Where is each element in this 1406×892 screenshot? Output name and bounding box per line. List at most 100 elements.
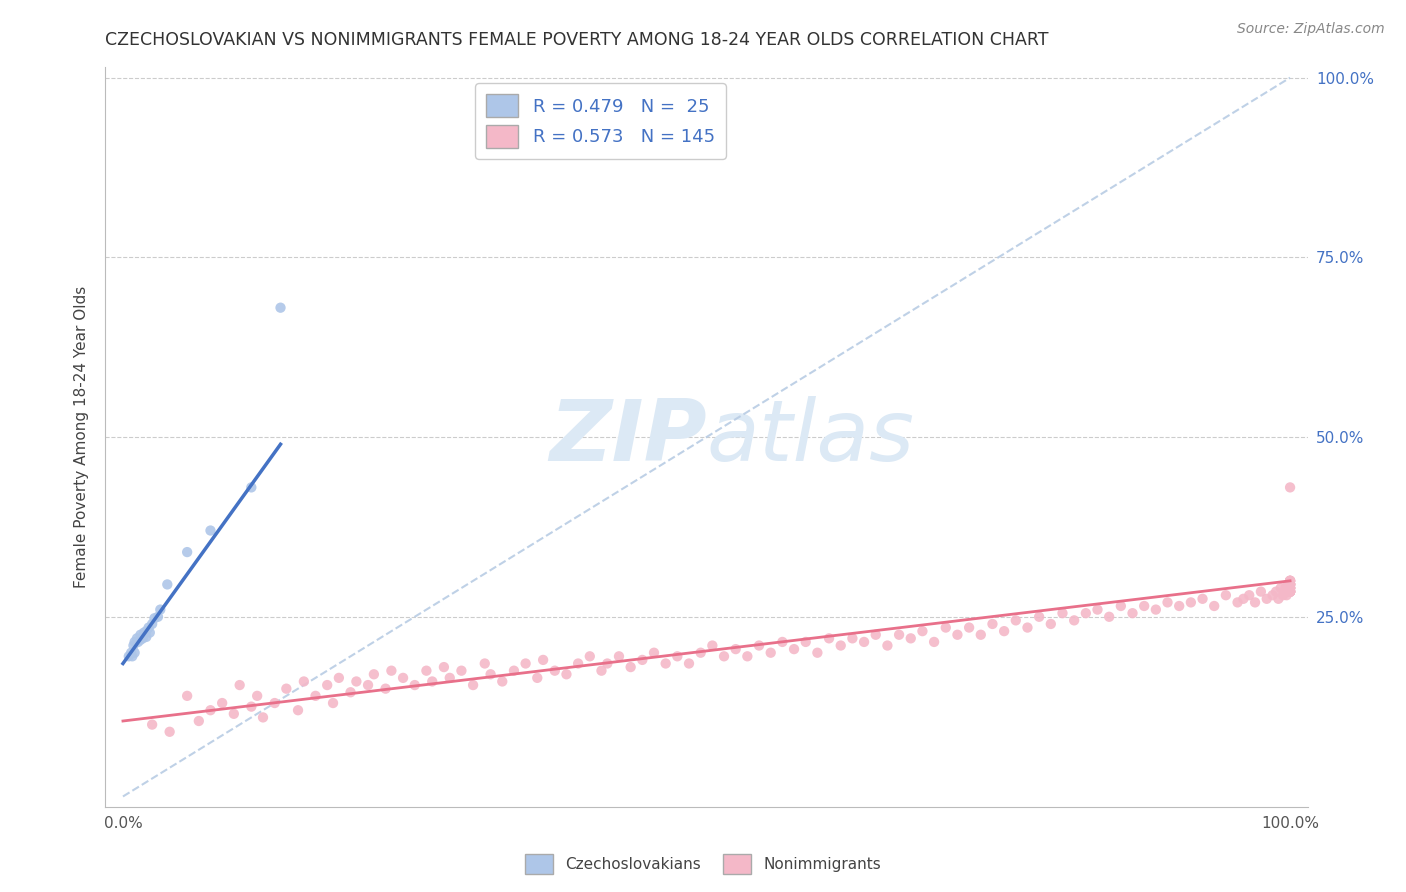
Point xyxy=(1279,577,1302,591)
Text: Source: ZipAtlas.com: Source: ZipAtlas.com xyxy=(1237,22,1385,37)
Point xyxy=(287,703,309,717)
Point xyxy=(794,635,817,649)
Point xyxy=(1275,588,1298,602)
Point xyxy=(900,632,922,646)
Point xyxy=(1121,606,1143,620)
Legend: R = 0.479   N =  25, R = 0.573   N = 145: R = 0.479 N = 25, R = 0.573 N = 145 xyxy=(475,83,725,159)
Legend: Czechoslovakians, Nonimmigrants: Czechoslovakians, Nonimmigrants xyxy=(519,848,887,880)
Point xyxy=(515,657,537,671)
Point xyxy=(1237,588,1260,602)
Point xyxy=(737,649,759,664)
Point xyxy=(129,628,152,642)
Point xyxy=(141,717,163,731)
Point xyxy=(339,685,361,699)
Point xyxy=(935,621,957,635)
Point xyxy=(1279,584,1302,599)
Point xyxy=(1244,595,1267,609)
Point xyxy=(124,635,146,649)
Point xyxy=(344,674,367,689)
Point xyxy=(1279,581,1302,595)
Point xyxy=(1279,581,1302,595)
Point xyxy=(122,639,145,653)
Point xyxy=(596,657,619,671)
Point xyxy=(748,639,770,653)
Point xyxy=(1098,609,1121,624)
Point xyxy=(620,660,643,674)
Point xyxy=(654,657,676,671)
Point xyxy=(132,632,155,646)
Point xyxy=(415,664,437,678)
Point xyxy=(1226,595,1249,609)
Point xyxy=(228,678,250,692)
Point xyxy=(993,624,1015,639)
Point xyxy=(1267,591,1289,606)
Point xyxy=(135,624,157,639)
Point xyxy=(316,678,339,692)
Point xyxy=(1270,581,1292,595)
Point xyxy=(1279,584,1302,599)
Point xyxy=(1279,574,1302,588)
Point xyxy=(156,577,179,591)
Point xyxy=(1156,595,1178,609)
Point xyxy=(263,696,285,710)
Point xyxy=(531,653,554,667)
Point xyxy=(1087,602,1109,616)
Point xyxy=(1279,577,1302,591)
Point xyxy=(363,667,385,681)
Point xyxy=(1279,584,1302,599)
Point xyxy=(420,674,443,689)
Point xyxy=(1250,584,1272,599)
Point xyxy=(125,632,148,646)
Point xyxy=(1279,584,1302,599)
Point xyxy=(911,624,934,639)
Point xyxy=(1133,599,1156,613)
Point xyxy=(876,639,898,653)
Point xyxy=(607,649,630,664)
Point xyxy=(1279,581,1302,595)
Point xyxy=(1279,574,1302,588)
Point xyxy=(433,660,456,674)
Point xyxy=(474,657,496,671)
Point xyxy=(1265,584,1288,599)
Point xyxy=(1052,606,1074,620)
Point xyxy=(578,649,600,664)
Point xyxy=(1144,602,1167,616)
Y-axis label: Female Poverty Among 18-24 Year Olds: Female Poverty Among 18-24 Year Olds xyxy=(75,286,90,588)
Point xyxy=(1279,577,1302,591)
Point xyxy=(689,646,711,660)
Point xyxy=(1074,606,1097,620)
Point xyxy=(149,602,172,616)
Point xyxy=(1279,584,1302,599)
Point xyxy=(830,639,852,653)
Point xyxy=(240,699,263,714)
Point xyxy=(1063,613,1085,627)
Point xyxy=(118,649,141,664)
Point xyxy=(702,639,724,653)
Point xyxy=(1279,584,1302,599)
Point xyxy=(374,681,396,696)
Point xyxy=(439,671,461,685)
Point xyxy=(1279,581,1302,595)
Point xyxy=(270,301,292,315)
Point xyxy=(922,635,945,649)
Point xyxy=(1279,577,1302,591)
Point xyxy=(567,657,589,671)
Point xyxy=(1261,588,1284,602)
Text: atlas: atlas xyxy=(707,395,914,479)
Point xyxy=(124,646,146,660)
Point xyxy=(120,646,142,660)
Point xyxy=(841,632,863,646)
Point xyxy=(1279,577,1302,591)
Point xyxy=(121,649,143,664)
Point xyxy=(479,667,502,681)
Point xyxy=(176,545,198,559)
Point xyxy=(1279,581,1302,595)
Point xyxy=(1017,621,1039,635)
Point xyxy=(957,621,980,635)
Point xyxy=(143,611,166,625)
Text: ZIP: ZIP xyxy=(548,395,707,479)
Point xyxy=(252,710,274,724)
Point xyxy=(1232,591,1254,606)
Point xyxy=(380,664,402,678)
Point xyxy=(141,617,163,632)
